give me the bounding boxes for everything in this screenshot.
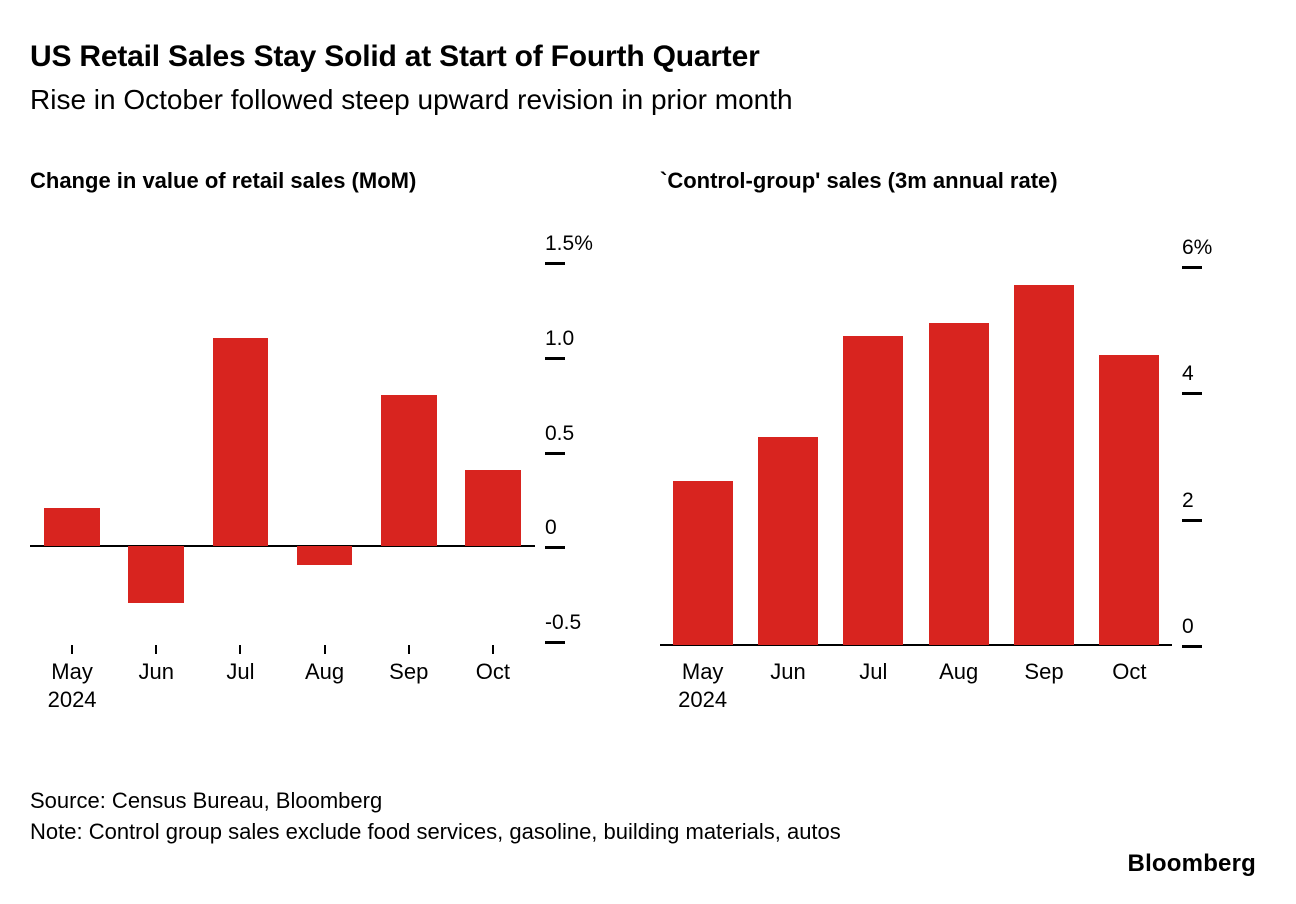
y-tick-mark [1182, 266, 1202, 270]
y-tick-mark [1182, 645, 1202, 648]
y-tick-label: 0.5 [545, 421, 575, 445]
x-axis-label-aug: Aug [939, 659, 979, 684]
bar-oct [465, 470, 521, 547]
x-axis-label-sep: Sep [389, 659, 429, 684]
x-tick-mark [71, 645, 74, 654]
bar-jul [212, 337, 269, 547]
chart-retail-sales-mom: Change in value of retail sales (MoM) 1.… [30, 168, 620, 723]
zero-baseline [30, 545, 535, 548]
chart-control-group-sales: `Control-group' sales (3m annual rate) 6… [660, 168, 1247, 723]
y-tick-mark [1182, 392, 1202, 396]
x-axis-label-sep: Sep [1024, 659, 1064, 684]
page-subtitle: Rise in October followed steep upward re… [30, 84, 793, 115]
footer: Source: Census Bureau, Bloomberg Note: C… [30, 785, 1266, 847]
bloomberg-logo: Bloomberg [1127, 850, 1256, 877]
chart-title-right: `Control-group' sales (3m annual rate) [660, 168, 1058, 193]
x-axis-label-may: May 2024 [678, 659, 728, 712]
y-tick-mark [1182, 518, 1202, 522]
y-tick-label: 4 [1182, 362, 1194, 386]
x-tick-mark [491, 645, 494, 654]
y-tick-mark [545, 261, 565, 265]
bar-aug [296, 546, 353, 566]
y-axis: 6% 4 2 0 [1182, 222, 1247, 648]
x-axis-label-jun: Jun [770, 659, 806, 684]
y-tick-label: 2 [1182, 488, 1194, 512]
note-text: Note: Control group sales exclude food s… [30, 819, 841, 845]
x-axis: May 2024 Jun Jul Aug Sep Oct [660, 645, 1172, 723]
bar-oct [1099, 354, 1160, 645]
y-tick-mark [545, 546, 565, 550]
zero-baseline [660, 644, 1172, 646]
bar-sep [380, 394, 437, 547]
bar-may [672, 480, 733, 645]
chart-title-left: Change in value of retail sales (MoM) [30, 168, 417, 193]
plot-area [30, 222, 535, 645]
y-tick-mark [545, 356, 565, 360]
y-tick-label: 0 [1182, 615, 1194, 638]
x-axis: May 2024 Jun Jul Aug Sep Oct [30, 645, 535, 723]
y-tick-label: 0 [545, 516, 557, 540]
y-tick-mark [545, 451, 565, 455]
x-tick-mark [239, 645, 242, 654]
x-axis-label-oct: Oct [475, 659, 511, 684]
bar-may [44, 508, 100, 547]
page-title: US Retail Sales Stay Solid at Start of F… [30, 40, 760, 73]
x-axis-label-jul: Jul [859, 659, 888, 684]
x-axis-label-jul: Jul [226, 659, 255, 684]
charts-row: Change in value of retail sales (MoM) 1.… [30, 168, 1266, 723]
bar-jun [128, 546, 185, 604]
bar-jun [758, 436, 818, 645]
y-tick-label: 6% [1182, 236, 1213, 260]
y-axis: 1.5% 1.0 0.5 0 -0.5 [545, 222, 620, 645]
plot-area [660, 222, 1172, 646]
bar-aug [928, 323, 989, 645]
x-axis-label-oct: Oct [1112, 659, 1147, 684]
x-tick-mark [407, 645, 410, 654]
source-text: Source: Census Bureau, Bloomberg [30, 788, 383, 813]
bar-sep [1014, 285, 1074, 645]
y-tick-label: -0.5 [545, 611, 582, 635]
y-tick-mark [545, 641, 565, 645]
chart-body: 1.5% 1.0 0.5 0 -0.5 [30, 222, 620, 645]
x-axis-label-may: May 2024 [47, 659, 97, 712]
bar-jul [843, 335, 904, 645]
x-axis-label-aug: Aug [305, 659, 345, 684]
x-tick-mark [155, 645, 158, 654]
y-tick-label: 1.5% [545, 231, 593, 255]
x-axis-label-jun: Jun [138, 659, 174, 684]
y-tick-label: 1.0 [545, 326, 575, 350]
chart-body: 6% 4 2 0 [660, 222, 1247, 648]
x-tick-mark [323, 645, 326, 654]
